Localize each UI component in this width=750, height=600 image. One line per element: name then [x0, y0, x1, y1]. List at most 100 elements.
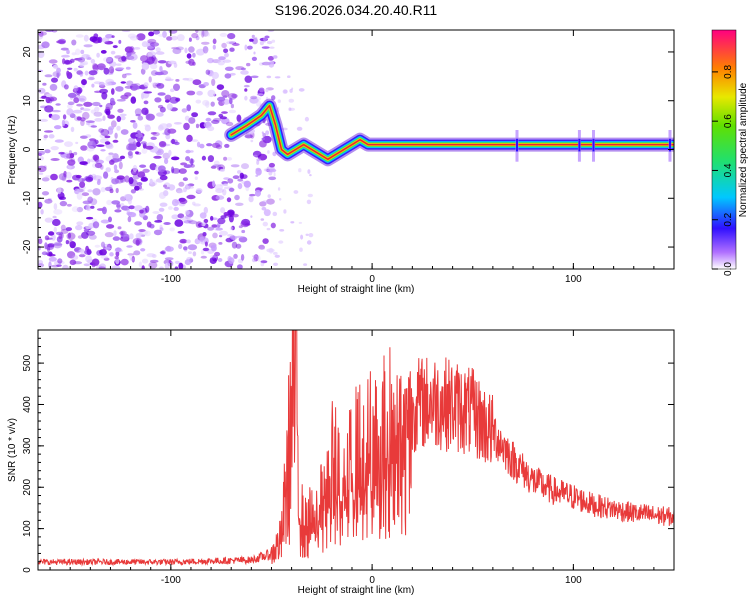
noise-speckle [133, 83, 141, 90]
noise-speckle [205, 69, 211, 75]
noise-speckle [227, 33, 236, 40]
noise-speckle [122, 233, 130, 241]
noise-speckle [139, 209, 144, 214]
noise-speckle [132, 85, 142, 90]
noise-speckle [219, 32, 228, 37]
noise-speckle [38, 150, 45, 156]
noise-speckle [108, 216, 112, 223]
noise-speckle [133, 47, 141, 50]
y-tick-label: 100 [22, 520, 33, 537]
noise-speckle [97, 63, 106, 71]
noise-speckle [50, 158, 60, 161]
noise-speckle [64, 59, 71, 65]
noise-speckle [108, 126, 115, 131]
noise-speckle [305, 233, 309, 236]
noise-speckle [237, 170, 242, 174]
noise-speckle [244, 88, 248, 92]
noise-speckle [41, 41, 50, 49]
noise-speckle [256, 158, 262, 162]
noise-speckle [38, 87, 46, 94]
noise-speckle [81, 79, 87, 86]
noise-speckle [135, 239, 140, 246]
noise-speckle [79, 161, 88, 166]
noise-speckle [144, 87, 148, 92]
noise-speckle [124, 46, 133, 53]
noise-speckle [105, 167, 112, 173]
noise-speckle [240, 67, 246, 71]
noise-speckle [145, 205, 150, 213]
noise-speckle [205, 117, 212, 122]
noise-speckle [109, 159, 115, 165]
colorbar: 0.0 0.2 0.4 0.6 0.8 Normalized spectral ampl… [711, 29, 749, 276]
noise-speckle [112, 153, 119, 160]
noise-speckle [212, 232, 218, 239]
noise-speckle [237, 258, 244, 264]
noise-speckle [92, 154, 100, 161]
noise-speckle [76, 192, 83, 200]
noise-speckle [214, 184, 223, 191]
noise-speckle [121, 55, 127, 62]
noise-speckle [66, 70, 70, 77]
noise-speckle [67, 251, 76, 259]
noise-speckle [44, 198, 53, 204]
noise-speckle [98, 266, 106, 269]
noise-speckle [42, 82, 47, 86]
noise-speckle [174, 266, 179, 269]
noise-speckle [125, 66, 131, 70]
noise-speckle [267, 168, 277, 173]
noise-speckle [117, 108, 124, 113]
noise-speckle [124, 92, 132, 97]
noise-speckle [224, 52, 229, 58]
noise-speckle [278, 240, 284, 244]
noise-speckle [106, 199, 112, 206]
noise-speckle [174, 219, 184, 227]
noise-speckle [87, 189, 93, 193]
noise-speckle [86, 122, 90, 126]
noise-speckle [150, 63, 158, 70]
noise-speckle [48, 261, 52, 269]
x-tick-label: 100 [565, 274, 582, 285]
noise-speckle [49, 83, 58, 91]
noise-speckle [141, 107, 149, 116]
noise-speckle [38, 165, 47, 172]
noise-speckle [94, 118, 103, 122]
noise-speckle [54, 243, 63, 246]
noise-speckle [240, 220, 250, 228]
noise-speckle [163, 184, 167, 188]
noise-speckle [139, 164, 147, 168]
noise-speckle [272, 211, 278, 217]
noise-speckle [100, 255, 108, 259]
noise-speckle [67, 67, 73, 71]
noise-speckle [87, 57, 92, 60]
noise-speckle [215, 195, 225, 200]
noise-speckle [115, 67, 125, 70]
noise-speckle [215, 227, 223, 231]
noise-speckle [44, 130, 54, 133]
noise-speckle [100, 219, 110, 224]
noise-speckle [134, 185, 140, 191]
noise-speckle [262, 238, 269, 245]
noise-speckle [209, 254, 217, 259]
noise-speckle [100, 186, 106, 193]
noise-speckle [226, 197, 232, 203]
noise-speckle [86, 216, 94, 220]
noise-speckle [156, 112, 164, 117]
noise-speckle [50, 146, 59, 151]
noise-speckle [96, 52, 100, 58]
spectrogram-y-ticks: -20 -10 0 10 20 [22, 31, 674, 268]
noise-speckle [289, 88, 293, 93]
noise-speckle [46, 245, 51, 253]
noise-speckle [152, 82, 158, 89]
noise-speckle [279, 229, 285, 232]
noise-speckle [274, 254, 280, 258]
noise-speckle [41, 177, 50, 182]
noise-speckle [40, 209, 44, 215]
noise-speckle [80, 49, 85, 55]
noise-speckle [124, 175, 130, 183]
noise-speckle [77, 177, 86, 183]
noise-speckle [298, 88, 305, 92]
noise-speckle [184, 115, 190, 121]
noise-speckle [44, 242, 48, 250]
noise-speckle [181, 240, 186, 243]
spectrogram-x-ticks: -100 0 100 [49, 30, 675, 285]
